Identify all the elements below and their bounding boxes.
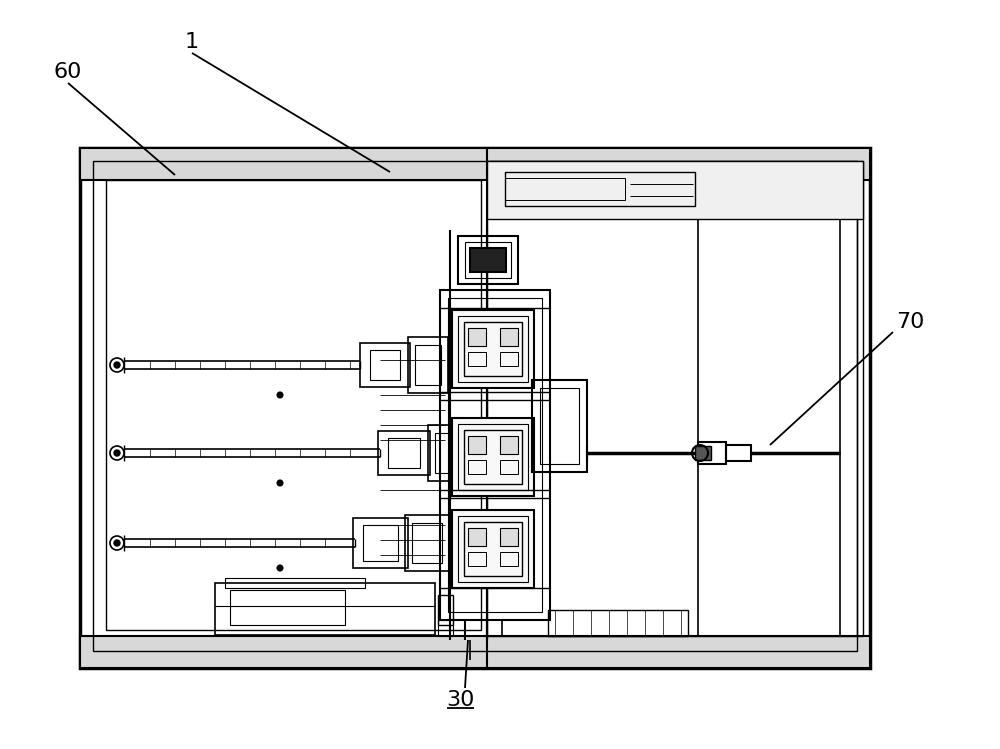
Bar (458, 516, 528, 582)
Bar (353, 518, 408, 568)
Bar (80, 636, 870, 668)
Bar (80, 148, 870, 668)
Bar (464, 522, 522, 576)
Bar (363, 525, 398, 561)
Bar (487, 161, 863, 636)
Bar (465, 242, 511, 278)
Bar (230, 590, 345, 625)
Bar (360, 343, 410, 387)
Circle shape (277, 565, 283, 571)
Bar (505, 172, 695, 206)
Bar (80, 148, 870, 180)
Bar (378, 431, 430, 475)
Text: 70: 70 (896, 312, 924, 332)
Circle shape (277, 480, 283, 486)
Bar (106, 180, 481, 630)
Bar (532, 380, 587, 472)
Bar (215, 583, 435, 635)
Bar (452, 418, 534, 496)
Bar (698, 442, 726, 464)
Bar (408, 337, 448, 393)
Bar (438, 620, 453, 636)
Bar (487, 161, 863, 219)
Text: 60: 60 (54, 62, 82, 82)
Bar (464, 430, 522, 484)
Bar (500, 436, 518, 454)
Bar (388, 438, 420, 468)
Bar (458, 316, 528, 382)
Bar (500, 460, 518, 474)
Bar (225, 578, 365, 588)
Circle shape (114, 540, 120, 546)
Bar (500, 328, 518, 346)
Bar (435, 433, 463, 473)
Bar (468, 460, 486, 474)
Bar (428, 425, 470, 481)
Bar (405, 515, 450, 571)
Bar (470, 248, 506, 272)
Circle shape (114, 362, 120, 368)
Bar (500, 352, 518, 366)
Bar (468, 552, 486, 566)
Bar (468, 328, 486, 346)
Bar (468, 436, 486, 454)
Bar (415, 345, 441, 385)
Bar (450, 620, 502, 636)
Circle shape (114, 450, 120, 456)
Bar (695, 446, 711, 460)
Text: 30: 30 (446, 690, 474, 710)
Bar (370, 350, 400, 380)
Bar (468, 352, 486, 366)
Bar (93, 161, 857, 651)
Bar (505, 178, 625, 200)
Bar (440, 290, 550, 620)
Text: 1: 1 (185, 32, 199, 52)
Bar (458, 236, 518, 284)
Bar (726, 445, 751, 461)
Bar (540, 388, 579, 464)
Bar (468, 528, 486, 546)
Bar (412, 523, 442, 563)
Circle shape (277, 392, 283, 398)
Bar (452, 310, 534, 388)
Bar (548, 610, 688, 636)
Bar (452, 510, 534, 588)
Bar (438, 595, 453, 625)
Bar (500, 552, 518, 566)
Bar (500, 528, 518, 546)
Bar (448, 298, 542, 612)
Bar (458, 424, 528, 490)
Bar (464, 322, 522, 376)
